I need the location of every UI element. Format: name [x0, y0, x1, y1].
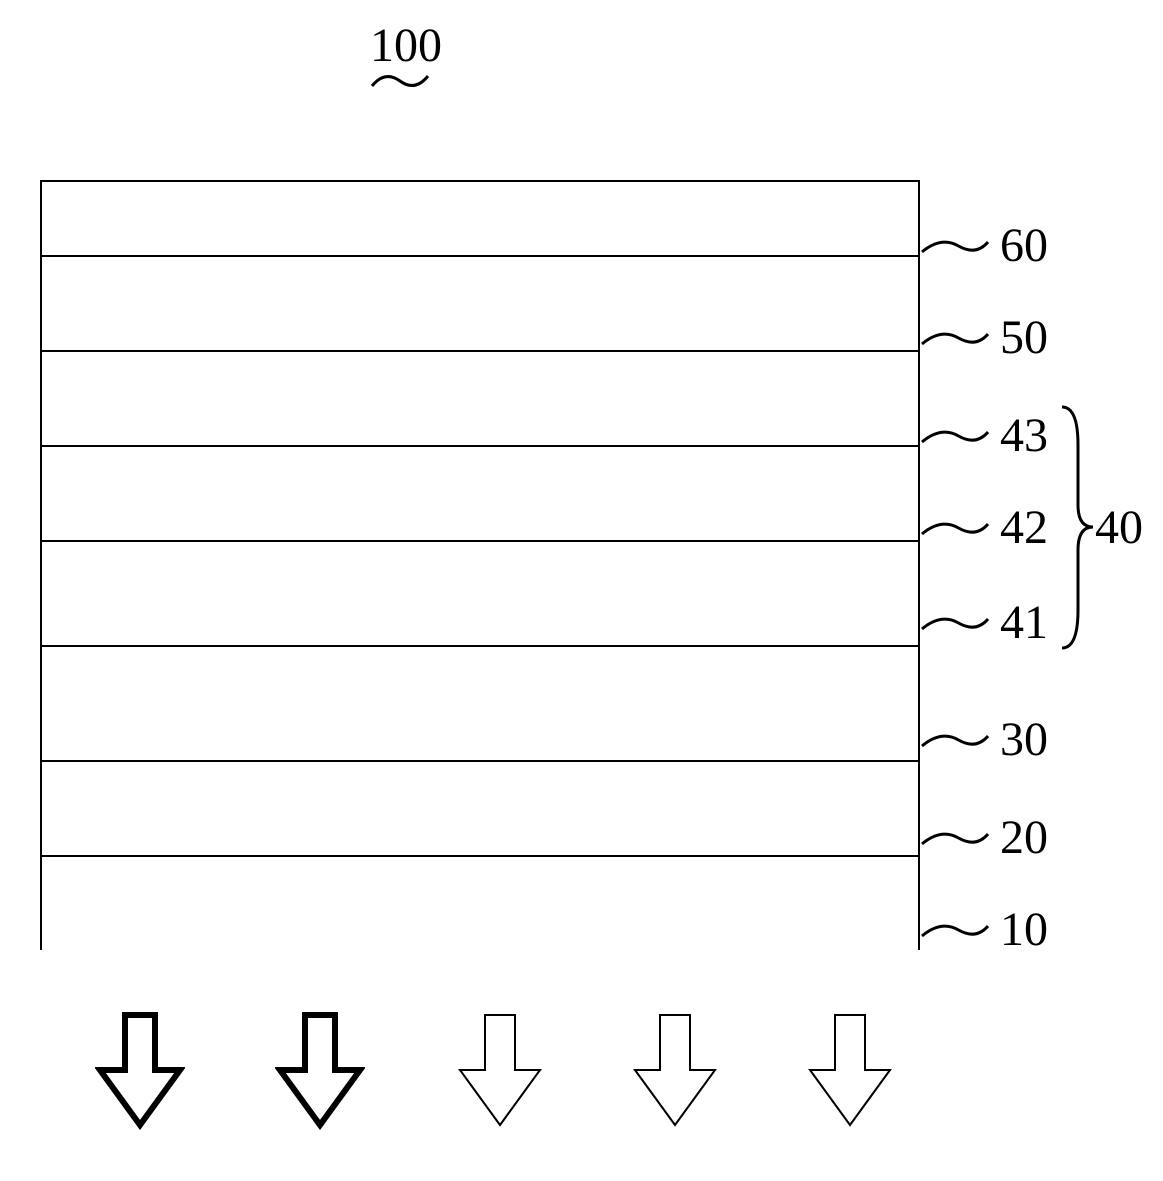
group-brace-icon — [1060, 405, 1095, 650]
layer-43 — [42, 350, 918, 445]
layer-label-10: 10 — [1000, 902, 1048, 957]
layer-label-43: 43 — [1000, 408, 1048, 463]
diagram-title-text: 100 — [370, 19, 442, 72]
lead-tilde-icon — [920, 516, 990, 540]
down-arrow-icon — [805, 1010, 895, 1130]
lead-tilde-icon — [920, 611, 990, 635]
down-arrow-icon — [95, 1010, 185, 1130]
lead-tilde-icon — [920, 234, 990, 258]
layer-label-30: 30 — [1000, 712, 1048, 767]
title-tilde-icon — [370, 70, 430, 92]
layer-50 — [42, 255, 918, 350]
group-label-text: 40 — [1095, 501, 1143, 554]
down-arrow-icon — [455, 1010, 545, 1130]
layer-label-41: 41 — [1000, 595, 1048, 650]
diagram-title: 100 — [370, 18, 442, 73]
layer-label-20: 20 — [1000, 810, 1048, 865]
diagram-canvas: 100 40 60 50 43 42 41 30 20 10 — [0, 0, 1163, 1181]
down-arrow-icon — [630, 1010, 720, 1130]
lead-tilde-icon — [920, 826, 990, 850]
layer-stack — [40, 180, 920, 950]
layer-42 — [42, 445, 918, 540]
layer-60 — [42, 180, 918, 255]
layer-41 — [42, 540, 918, 645]
layer-10 — [42, 855, 918, 950]
group-label: 40 — [1095, 500, 1143, 555]
lead-tilde-icon — [920, 918, 990, 942]
lead-tilde-icon — [920, 728, 990, 752]
layer-20 — [42, 760, 918, 855]
layer-label-60: 60 — [1000, 218, 1048, 273]
layer-label-42: 42 — [1000, 500, 1048, 555]
lead-tilde-icon — [920, 424, 990, 448]
down-arrow-icon — [275, 1010, 365, 1130]
layer-label-50: 50 — [1000, 310, 1048, 365]
lead-tilde-icon — [920, 326, 990, 350]
layer-30 — [42, 645, 918, 760]
